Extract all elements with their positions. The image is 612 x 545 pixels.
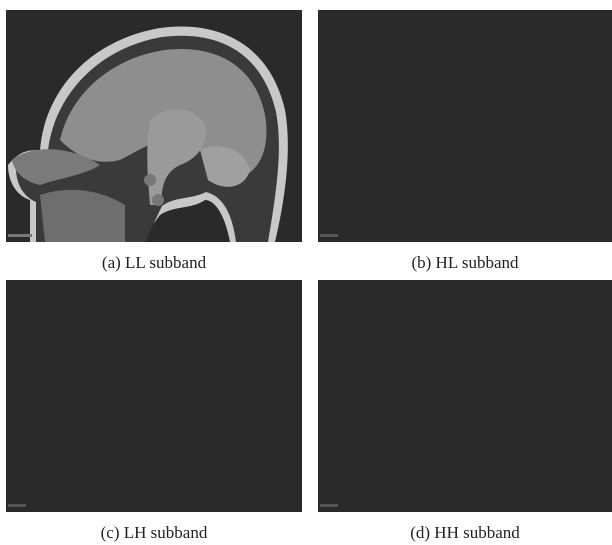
- lh-image: [6, 280, 302, 512]
- caption: (b) HL subband: [411, 253, 519, 272]
- hl-image: [318, 10, 612, 242]
- hh-image: [318, 280, 612, 512]
- image-marking: [320, 234, 338, 237]
- caption: (c) LH subband: [101, 523, 208, 542]
- image-marking: [8, 504, 26, 507]
- image-marking: [8, 234, 32, 237]
- caption: (a) LL subband: [102, 253, 207, 272]
- image-marking: [320, 504, 338, 507]
- figure: (a) LL subband (b) HL subband (c) LH sub…: [0, 0, 612, 545]
- caption: (d) HH subband: [410, 523, 520, 542]
